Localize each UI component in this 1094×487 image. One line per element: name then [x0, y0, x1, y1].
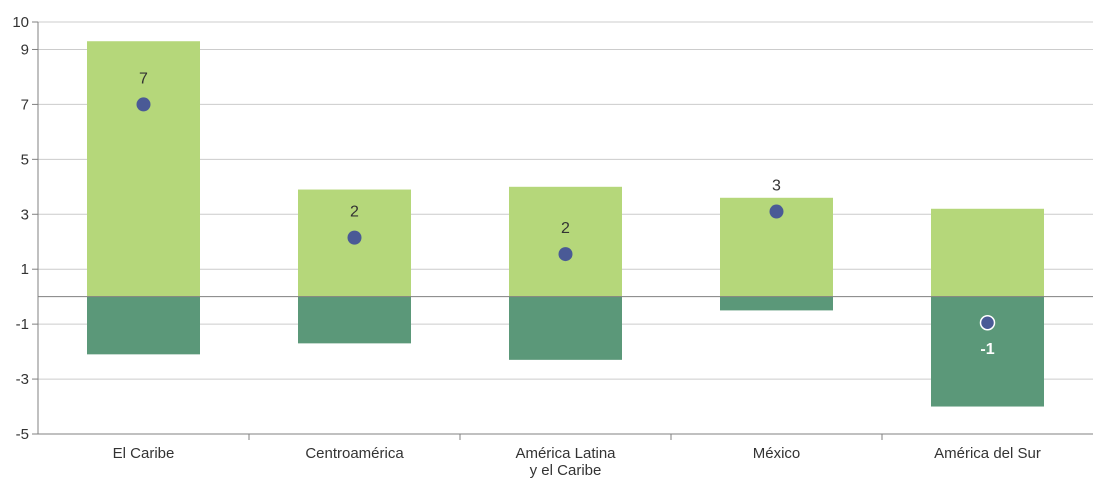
y-tick-label: 9 — [21, 41, 29, 58]
bar-negative — [509, 296, 622, 360]
bar-negative — [298, 296, 411, 344]
y-tick-label: 1 — [21, 261, 29, 278]
x-category-label: México — [753, 445, 801, 462]
y-tick-label: 10 — [12, 14, 29, 31]
x-category-label: Centroamérica — [305, 445, 404, 462]
bar-positive — [87, 41, 200, 297]
bar-negative — [87, 296, 200, 355]
data-point — [769, 204, 784, 219]
y-tick-label: 7 — [21, 96, 29, 113]
data-point-label: 7 — [139, 70, 148, 87]
data-point-label: 2 — [350, 204, 359, 221]
data-point-label: 3 — [772, 178, 781, 195]
x-category-label: El Caribe — [113, 445, 175, 462]
x-category-label: América del Sur — [934, 445, 1041, 462]
bar-negative — [931, 296, 1044, 407]
y-tick-label: -1 — [16, 316, 29, 333]
axis-layer: 10 9 7 5 3 1 -1 -3 -5 El Caribe Centroamérica Améri… — [12, 14, 1093, 479]
bar-positive — [509, 186, 622, 297]
data-point-label: 2 — [561, 220, 570, 237]
data-point-label: -1 — [980, 341, 994, 358]
data-point — [979, 315, 996, 331]
data-point — [347, 230, 362, 245]
data-point — [136, 97, 151, 112]
labels-layer: 7 2 2 3 -1 — [139, 70, 995, 357]
bar-positive — [931, 208, 1044, 297]
y-tick-label: 3 — [21, 206, 29, 223]
y-tick-label: -3 — [16, 371, 29, 388]
y-tick-label: 5 — [21, 151, 29, 168]
bar-negative — [720, 296, 833, 311]
data-point — [558, 247, 573, 262]
points-layer — [136, 97, 996, 331]
bars-layer — [87, 41, 1044, 407]
y-tick-label: -5 — [16, 426, 29, 443]
x-category-label: América Latina y el Caribe — [515, 445, 616, 479]
